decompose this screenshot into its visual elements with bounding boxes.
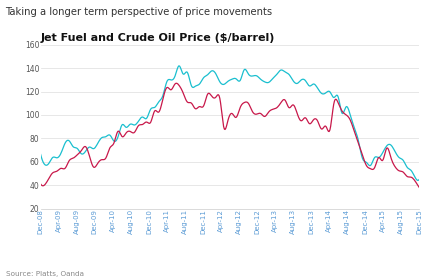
Text: Source: Platts, Oanda: Source: Platts, Oanda xyxy=(6,271,83,277)
Text: Taking a longer term perspective of price movements: Taking a longer term perspective of pric… xyxy=(6,7,273,17)
Text: Jet Fuel and Crude Oil Price ($/barrel): Jet Fuel and Crude Oil Price ($/barrel) xyxy=(41,33,275,43)
